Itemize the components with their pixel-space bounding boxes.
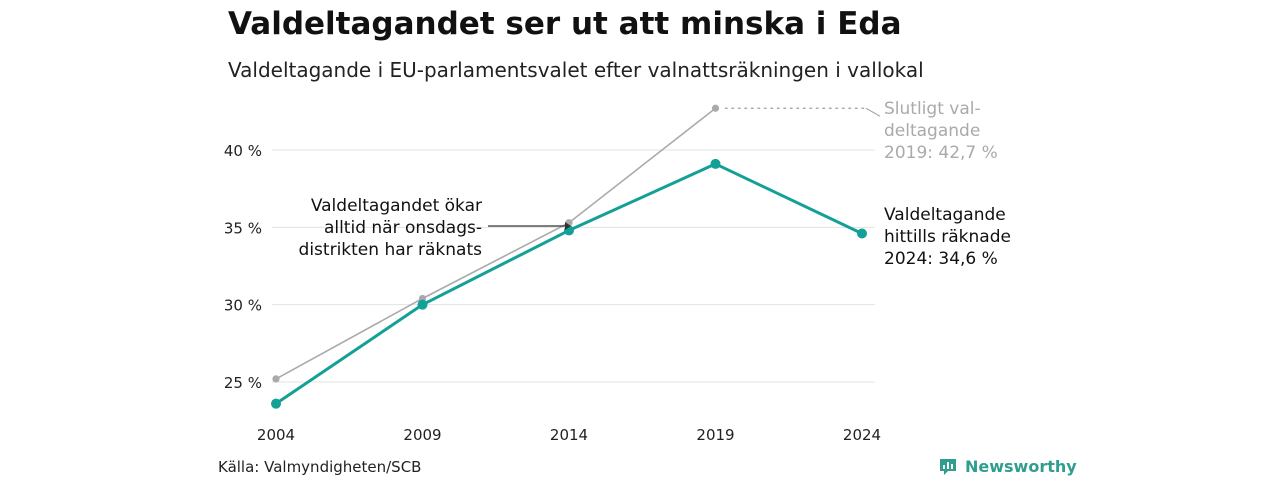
y-tick-label: 30 % xyxy=(224,297,262,315)
series-point-final xyxy=(711,104,720,112)
series-line-final xyxy=(275,107,716,380)
annotation-final-text: Slutligt val- xyxy=(884,99,981,119)
annotation-increase-text: Valdeltagandet ökar xyxy=(311,196,482,216)
annotation-increase-text: distrikten har räknats xyxy=(299,240,483,260)
annotation-counted-text: Valdeltagande xyxy=(884,205,1006,225)
x-tick-label: 2009 xyxy=(403,426,441,444)
brand-name: Newsworthy xyxy=(965,456,1077,476)
annotation-final-text: deltagande xyxy=(884,121,980,141)
y-tick-label: 25 % xyxy=(224,374,262,392)
series-point-final xyxy=(272,375,280,383)
series-point-counted xyxy=(417,299,428,310)
y-tick-label: 35 % xyxy=(224,219,262,237)
chart-title: Valdeltagandet ser ut att minska i Eda xyxy=(228,6,902,42)
annotation-counted-text: hittills räknade xyxy=(884,227,1011,247)
series-point-counted xyxy=(710,158,721,169)
x-tick-label: 2014 xyxy=(550,426,588,444)
annotation-counted-text: 2024: 34,6 % xyxy=(884,249,998,269)
y-tick-label: 40 % xyxy=(224,142,262,160)
annotation-leader-final-tip xyxy=(865,107,881,117)
annotation-final-text: 2019: 42,7 % xyxy=(884,143,998,163)
x-tick-label: 2024 xyxy=(843,426,881,444)
chart-subtitle: Valdeltagande i EU-parlamentsvalet efter… xyxy=(228,58,924,82)
series-point-counted xyxy=(857,228,867,239)
series-point-counted xyxy=(271,398,281,409)
brand-logo: Newsworthy xyxy=(938,456,1077,476)
x-tick-label: 2004 xyxy=(257,426,295,444)
annotation-arrow-head xyxy=(565,222,571,230)
annotation-increase-text: alltid när onsdags- xyxy=(324,218,482,238)
x-tick-label: 2019 xyxy=(696,426,734,444)
newsworthy-logo-icon xyxy=(940,459,956,475)
source-note: Källa: Valmyndigheten/SCB xyxy=(218,458,422,476)
